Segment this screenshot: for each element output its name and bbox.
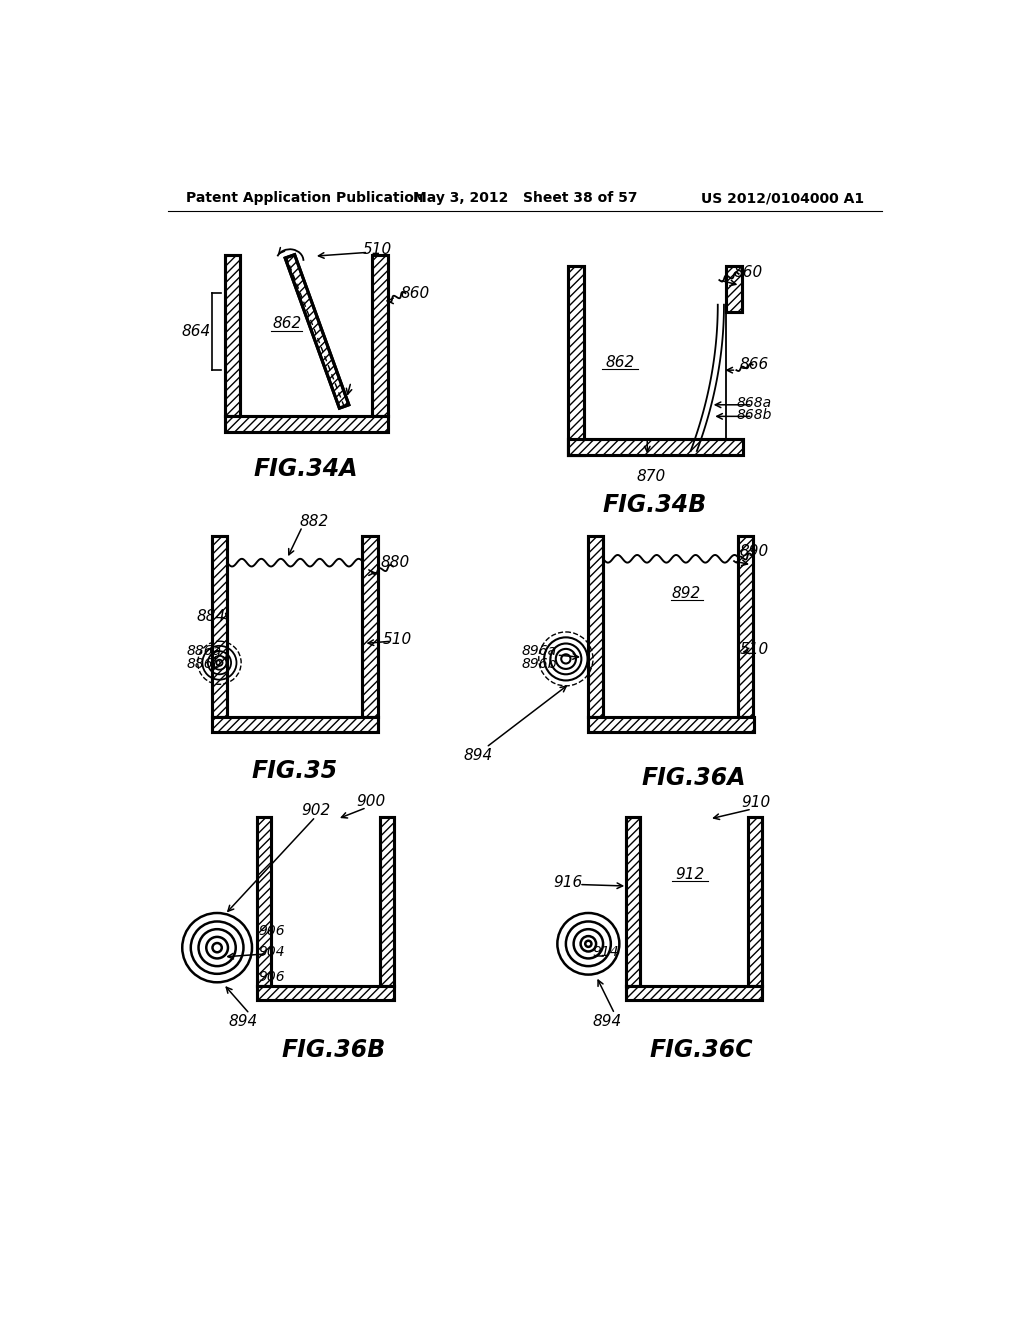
Text: FIG.34B: FIG.34B [603,492,708,517]
Bar [640,817,748,986]
Bar [212,536,227,717]
Text: May 3, 2012   Sheet 38 of 57: May 3, 2012 Sheet 38 of 57 [413,191,637,206]
Text: FIG.34A: FIG.34A [254,457,358,480]
Bar [257,817,271,986]
Bar [362,536,378,717]
Text: 860: 860 [733,265,763,280]
Text: Patent Application Publication: Patent Application Publication [186,191,424,206]
Bar [568,267,584,455]
Text: 896b: 896b [521,657,556,672]
Text: 892: 892 [672,586,700,601]
Text: 868a: 868a [736,396,772,411]
Text: FIG.36C: FIG.36C [649,1038,754,1063]
Text: 862: 862 [272,317,301,331]
Text: 912: 912 [675,867,705,882]
Bar [748,817,762,986]
Text: 870: 870 [637,469,666,484]
Text: FIG.36A: FIG.36A [641,766,746,791]
Bar [257,817,271,986]
Bar [225,416,388,432]
Text: 510: 510 [739,642,769,657]
Bar [726,267,741,313]
Text: 894: 894 [592,1014,622,1030]
Text: FIG.35: FIG.35 [252,759,338,783]
Text: 894: 894 [464,747,493,763]
Bar [626,817,640,986]
Text: 866: 866 [739,358,769,372]
Text: 882: 882 [299,515,329,529]
Text: FIG.36B: FIG.36B [282,1038,385,1063]
Bar [227,536,362,717]
Bar [626,986,762,1001]
Bar [584,267,727,440]
Bar [603,536,738,717]
Text: 886b: 886b [186,657,221,672]
Text: 890: 890 [739,544,769,558]
Text: 906: 906 [258,970,285,983]
Bar [372,255,388,416]
Text: 910: 910 [741,796,770,810]
Bar [225,416,388,432]
Bar [568,440,742,455]
Bar [241,255,372,416]
Bar [362,536,378,717]
Bar [738,536,754,717]
Bar [568,440,742,455]
Text: 896a: 896a [521,644,556,659]
Bar [257,986,394,1001]
Text: 904: 904 [258,945,285,958]
Bar [588,717,755,733]
Polygon shape [285,255,349,408]
Bar [738,536,754,717]
Text: 884: 884 [197,609,225,624]
Bar [212,717,378,733]
Text: 864: 864 [181,325,211,339]
Text: 906: 906 [258,924,285,937]
Bar [588,717,755,733]
Bar [748,817,762,986]
Text: 868b: 868b [736,408,772,422]
Bar [212,717,378,733]
Bar [257,986,394,1001]
Bar [380,817,394,986]
Bar [225,255,241,416]
Text: 914: 914 [592,945,618,958]
Bar [588,536,603,717]
Text: 900: 900 [356,793,386,809]
Bar [626,986,762,1001]
Text: 860: 860 [400,285,429,301]
Bar [212,536,227,717]
Text: 862: 862 [605,355,635,370]
Bar [588,536,603,717]
Text: 510: 510 [383,632,413,647]
Text: 902: 902 [302,803,331,818]
Bar [626,817,640,986]
Text: 894: 894 [228,1014,257,1030]
Text: US 2012/0104000 A1: US 2012/0104000 A1 [701,191,864,206]
Bar [271,817,380,986]
Bar [372,255,388,416]
Text: 886a: 886a [186,644,221,659]
Bar [380,817,394,986]
Bar [726,267,741,313]
Text: 880: 880 [381,556,410,570]
Bar [568,267,584,455]
Bar [225,255,241,416]
Text: 510: 510 [362,242,392,257]
Text: 916: 916 [554,875,583,890]
